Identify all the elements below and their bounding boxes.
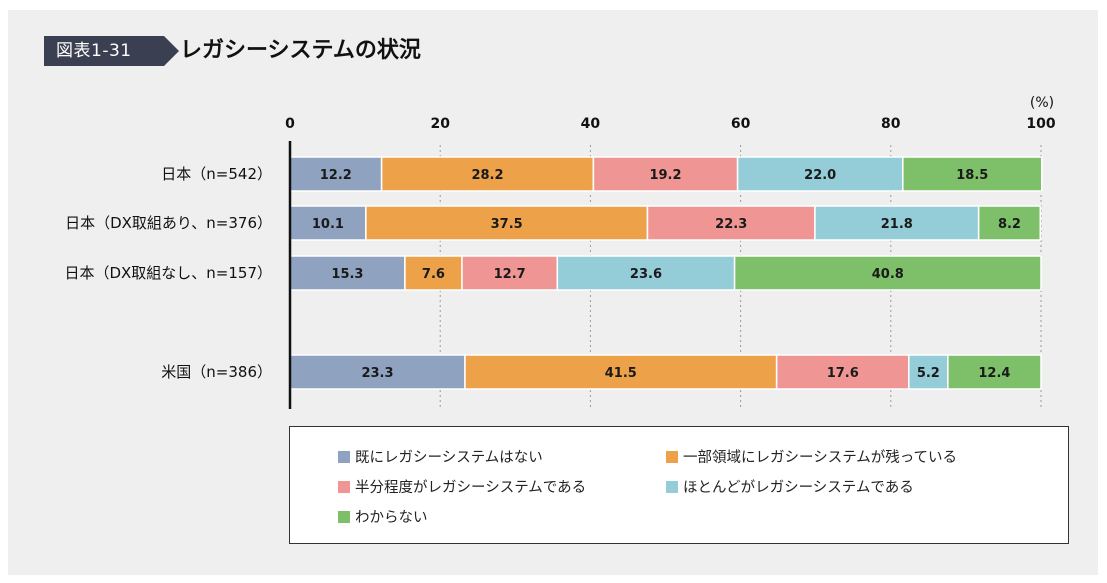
- legend-item: 一部領域にレガシーシステムが残っている: [666, 449, 957, 467]
- data-label: 12.7: [494, 267, 526, 282]
- legend-item: ほとんどがレガシーシステムである: [666, 479, 914, 497]
- legend-item: わからない: [338, 509, 428, 527]
- legend-swatch: [666, 481, 678, 493]
- legend-label: 既にレガシーシステムはない: [355, 450, 543, 466]
- legend-item: 既にレガシーシステムはない: [338, 449, 543, 467]
- category-label: 米国（n=386）: [161, 363, 272, 381]
- bar-segment: [977, 205, 1041, 241]
- x-tick-label: 20: [430, 116, 450, 132]
- axis-unit-label: (%): [1030, 95, 1054, 111]
- bar-segment: [289, 255, 406, 291]
- bar-segment: [902, 156, 1043, 192]
- data-label: 15.3: [331, 267, 363, 282]
- data-label: 22.0: [804, 168, 836, 183]
- figure-badge: [44, 36, 179, 66]
- bars: 12.2 28.2 19.2 22.0 18.5 10.1 37.5 22.3 21.8 8.2 1…: [289, 156, 1043, 390]
- data-label: 7.6: [422, 267, 445, 282]
- figure-number: 図表1-31: [56, 41, 132, 61]
- x-tick-label: 60: [731, 116, 751, 132]
- data-label: 8.2: [998, 217, 1021, 232]
- data-label: 5.2: [917, 366, 940, 381]
- legend-label: 半分程度がレガシーシステムである: [355, 480, 587, 496]
- data-label: 40.8: [872, 267, 904, 282]
- category-label: 日本（n=542）: [161, 165, 272, 183]
- x-tick-label: 100: [1026, 116, 1055, 132]
- data-label: 37.5: [491, 217, 523, 232]
- data-label: 19.2: [649, 168, 681, 183]
- bar-segment: [365, 205, 649, 241]
- bar-segment: [947, 354, 1042, 390]
- bar-segment: [404, 255, 463, 291]
- x-tick-label: 40: [581, 116, 601, 132]
- category-label: 日本（DX取組あり、n=376）: [65, 214, 272, 232]
- legend-item: 半分程度がレガシーシステムである: [338, 479, 586, 497]
- data-label: 41.5: [605, 366, 637, 381]
- x-tick-label: 80: [881, 116, 901, 132]
- legend-label: ほとんどがレガシーシステムである: [683, 480, 914, 496]
- legend-label: わからない: [355, 510, 428, 526]
- data-label: 28.2: [471, 168, 503, 183]
- legend-swatch: [666, 451, 678, 463]
- legend-swatch: [338, 511, 350, 523]
- bar-segment: [592, 156, 739, 192]
- legend: 既にレガシーシステムはない 一部領域にレガシーシステムが残っている半分程度がレガシ…: [289, 426, 1069, 544]
- data-label: 18.5: [956, 168, 988, 183]
- legend-swatch: [338, 451, 350, 463]
- data-label: 10.1: [312, 217, 344, 232]
- data-label: 21.8: [881, 217, 913, 232]
- data-label: 22.3: [715, 217, 747, 232]
- bar-segment: [733, 255, 1042, 291]
- bar-segment: [646, 205, 816, 241]
- figure-title: レガシーシステムの状況: [180, 38, 421, 63]
- data-label: 12.2: [320, 168, 352, 183]
- category-label: 日本（DX取組なし、n=157）: [64, 264, 272, 282]
- data-label: 17.6: [827, 366, 859, 381]
- x-tick-label: 0: [285, 116, 295, 132]
- legend-swatch: [338, 481, 350, 493]
- bar-segment: [461, 255, 559, 291]
- bar-segment: [736, 156, 904, 192]
- bar-segment: [775, 354, 910, 390]
- legend-label: 一部領域にレガシーシステムが残っている: [683, 450, 958, 466]
- data-label: 23.3: [361, 366, 393, 381]
- x-axis-ticks: 0 20 40 60 80 100: [285, 116, 1056, 132]
- data-label: 12.4: [978, 366, 1010, 381]
- bar-segment: [289, 354, 466, 390]
- category-labels: 日本（n=542） 日本（DX取組あり、n=376） 日本（DX取組なし、n=157…: [64, 165, 272, 381]
- data-label: 23.6: [630, 267, 662, 282]
